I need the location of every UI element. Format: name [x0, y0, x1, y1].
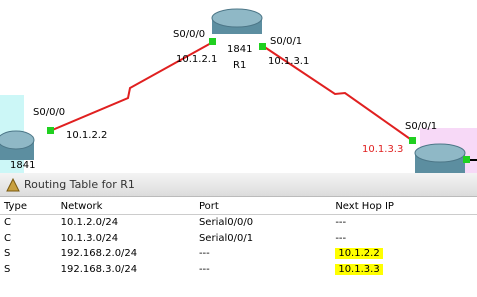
routing-table: Type Network Port Next Hop IP C 10.1.2.0/24 S…: [0, 198, 477, 277]
cell: S: [4, 263, 11, 275]
cell: 192.168.3.0/24: [60, 263, 138, 275]
header: Next Hop IP: [331, 198, 477, 215]
port-label: S0/0/0: [33, 107, 66, 118]
router[interactable]: [0, 130, 35, 160]
router-model: 1841: [227, 44, 253, 55]
cell: C: [4, 232, 11, 244]
cell: Serial0/0/1: [198, 232, 254, 244]
router[interactable]: [211, 8, 263, 34]
port-label: S0/0/0: [173, 29, 206, 40]
router[interactable]: [414, 143, 466, 173]
cell: 10.1.2.0/24: [60, 217, 119, 229]
cell: ---: [335, 217, 347, 229]
icon: [6, 178, 20, 192]
cell: 10.1.3.0/24: [60, 232, 119, 244]
link: [49, 41, 214, 132]
port-label: S0/0/1: [405, 121, 438, 132]
cell: S: [4, 248, 11, 260]
ip-label: 10.1.2.2: [66, 130, 108, 141]
cell: C: [4, 217, 11, 229]
port-label: S0/0/1: [270, 36, 303, 47]
header: Network: [56, 198, 195, 215]
port-light: [209, 38, 216, 45]
cell: ---: [198, 248, 210, 260]
header: Port: [194, 198, 332, 215]
port-light: [259, 43, 266, 50]
cell: Serial0/0/0: [198, 217, 254, 229]
header: Type: [0, 198, 57, 215]
cell: 10.1.2.2: [335, 248, 383, 260]
router-model: 1841: [10, 160, 36, 171]
router-name: R1: [233, 60, 247, 71]
cell: 10.1.3.3: [335, 263, 383, 275]
topology: [0, 8, 477, 173]
ip-label: 10.1.2.1: [176, 54, 218, 65]
routing-window: Routing Table for R1 Type Network Port Next…: [0, 173, 477, 297]
ip-label: 10.1.3.1: [268, 56, 310, 67]
port-light: [47, 127, 54, 134]
ip-label: 10.1.3.3: [362, 144, 404, 155]
link: [262, 45, 414, 142]
port-light: [463, 156, 470, 163]
title-bar: Routing Table for R1: [0, 173, 477, 197]
port-light: [409, 137, 416, 144]
cell: 192.168.2.0/24: [60, 248, 138, 260]
window-title: Routing Table for R1: [24, 178, 135, 191]
cell: ---: [198, 263, 210, 275]
cell: ---: [335, 232, 347, 244]
